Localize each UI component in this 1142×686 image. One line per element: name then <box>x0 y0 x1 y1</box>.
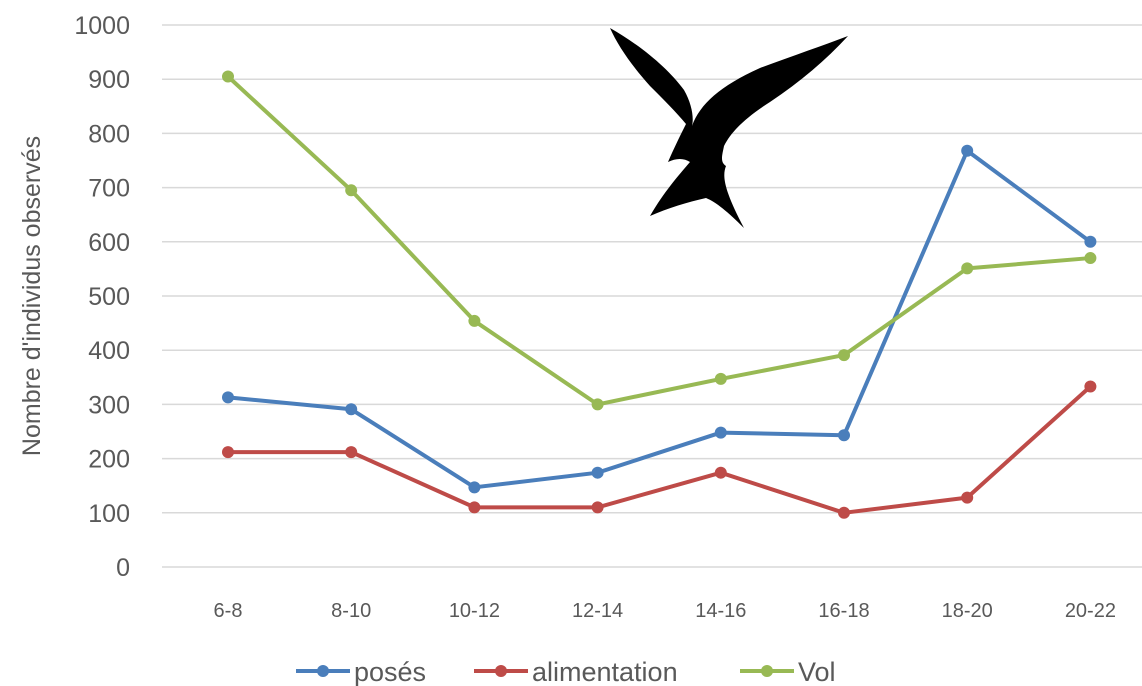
y-tick-label: 100 <box>88 500 130 528</box>
series-0 <box>222 144 1097 494</box>
x-tick-label: 8-10 <box>331 600 371 622</box>
legend-point-marker <box>317 665 329 677</box>
x-tick-label: 20-22 <box>1065 600 1116 622</box>
data-point <box>345 446 358 459</box>
data-point <box>345 184 358 197</box>
y-tick-label: 200 <box>88 446 130 474</box>
x-tick-label: 10-12 <box>449 600 500 622</box>
x-tick-label: 12-14 <box>572 600 623 622</box>
legend-item: posés <box>296 657 426 686</box>
y-tick-label: 400 <box>88 337 130 365</box>
bird-silhouette-icon <box>610 28 848 228</box>
x-tick-label: 14-16 <box>695 600 746 622</box>
data-point <box>1084 235 1097 248</box>
data-point <box>345 403 358 416</box>
series-line <box>226 384 1093 515</box>
data-point <box>468 481 481 494</box>
data-point <box>714 372 727 385</box>
legend: posés alimentation Vol <box>296 657 836 686</box>
data-point <box>591 398 604 411</box>
y-tick-label: 700 <box>88 175 130 203</box>
data-point <box>1084 252 1097 265</box>
data-point <box>714 426 727 439</box>
data-point <box>1084 380 1097 393</box>
data-point <box>222 446 234 459</box>
y-tick-label: 0 <box>116 554 130 582</box>
legend-label: posés <box>354 657 426 686</box>
y-tick-label: 900 <box>88 66 130 94</box>
y-axis-ticks: 0 100 200 300 400 500 600 700 800 900 1000 <box>74 12 130 582</box>
y-tick-label: 800 <box>88 120 130 148</box>
data-point <box>591 501 604 514</box>
legend-item: Vol <box>740 657 836 686</box>
data-point <box>222 70 234 83</box>
data-point <box>714 466 727 479</box>
series-lines <box>222 70 1097 519</box>
legend-point-marker <box>495 665 507 677</box>
data-point <box>222 391 234 404</box>
data-point <box>838 429 850 442</box>
x-tick-label: 18-20 <box>942 600 993 622</box>
data-point <box>961 491 974 504</box>
data-point <box>838 506 850 519</box>
data-point <box>961 144 974 157</box>
x-tick-label: 16-18 <box>818 600 869 622</box>
legend-item: alimentation <box>474 657 678 686</box>
data-point <box>468 314 481 327</box>
y-tick-label: 500 <box>88 283 130 311</box>
y-tick-label: 1000 <box>74 12 130 40</box>
y-tick-label: 600 <box>88 229 130 257</box>
y-tick-label: 300 <box>88 391 130 419</box>
series-line <box>226 74 1093 407</box>
legend-label: Vol <box>798 657 836 686</box>
data-point <box>468 501 481 514</box>
x-axis-ticks: 6-8 8-10 10-12 12-14 14-16 16-18 18-20 20-22 <box>214 600 1116 622</box>
y-axis-title: Nombre d'individus observés <box>18 136 46 456</box>
series-line <box>226 148 1093 490</box>
data-point <box>591 466 604 479</box>
data-point <box>838 349 850 362</box>
series-2 <box>222 70 1097 411</box>
gridlines <box>162 24 1142 568</box>
x-tick-label: 6-8 <box>214 600 243 622</box>
data-point <box>961 262 974 275</box>
series-1 <box>222 380 1097 519</box>
legend-point-marker <box>761 665 773 677</box>
legend-label: alimentation <box>532 657 678 686</box>
